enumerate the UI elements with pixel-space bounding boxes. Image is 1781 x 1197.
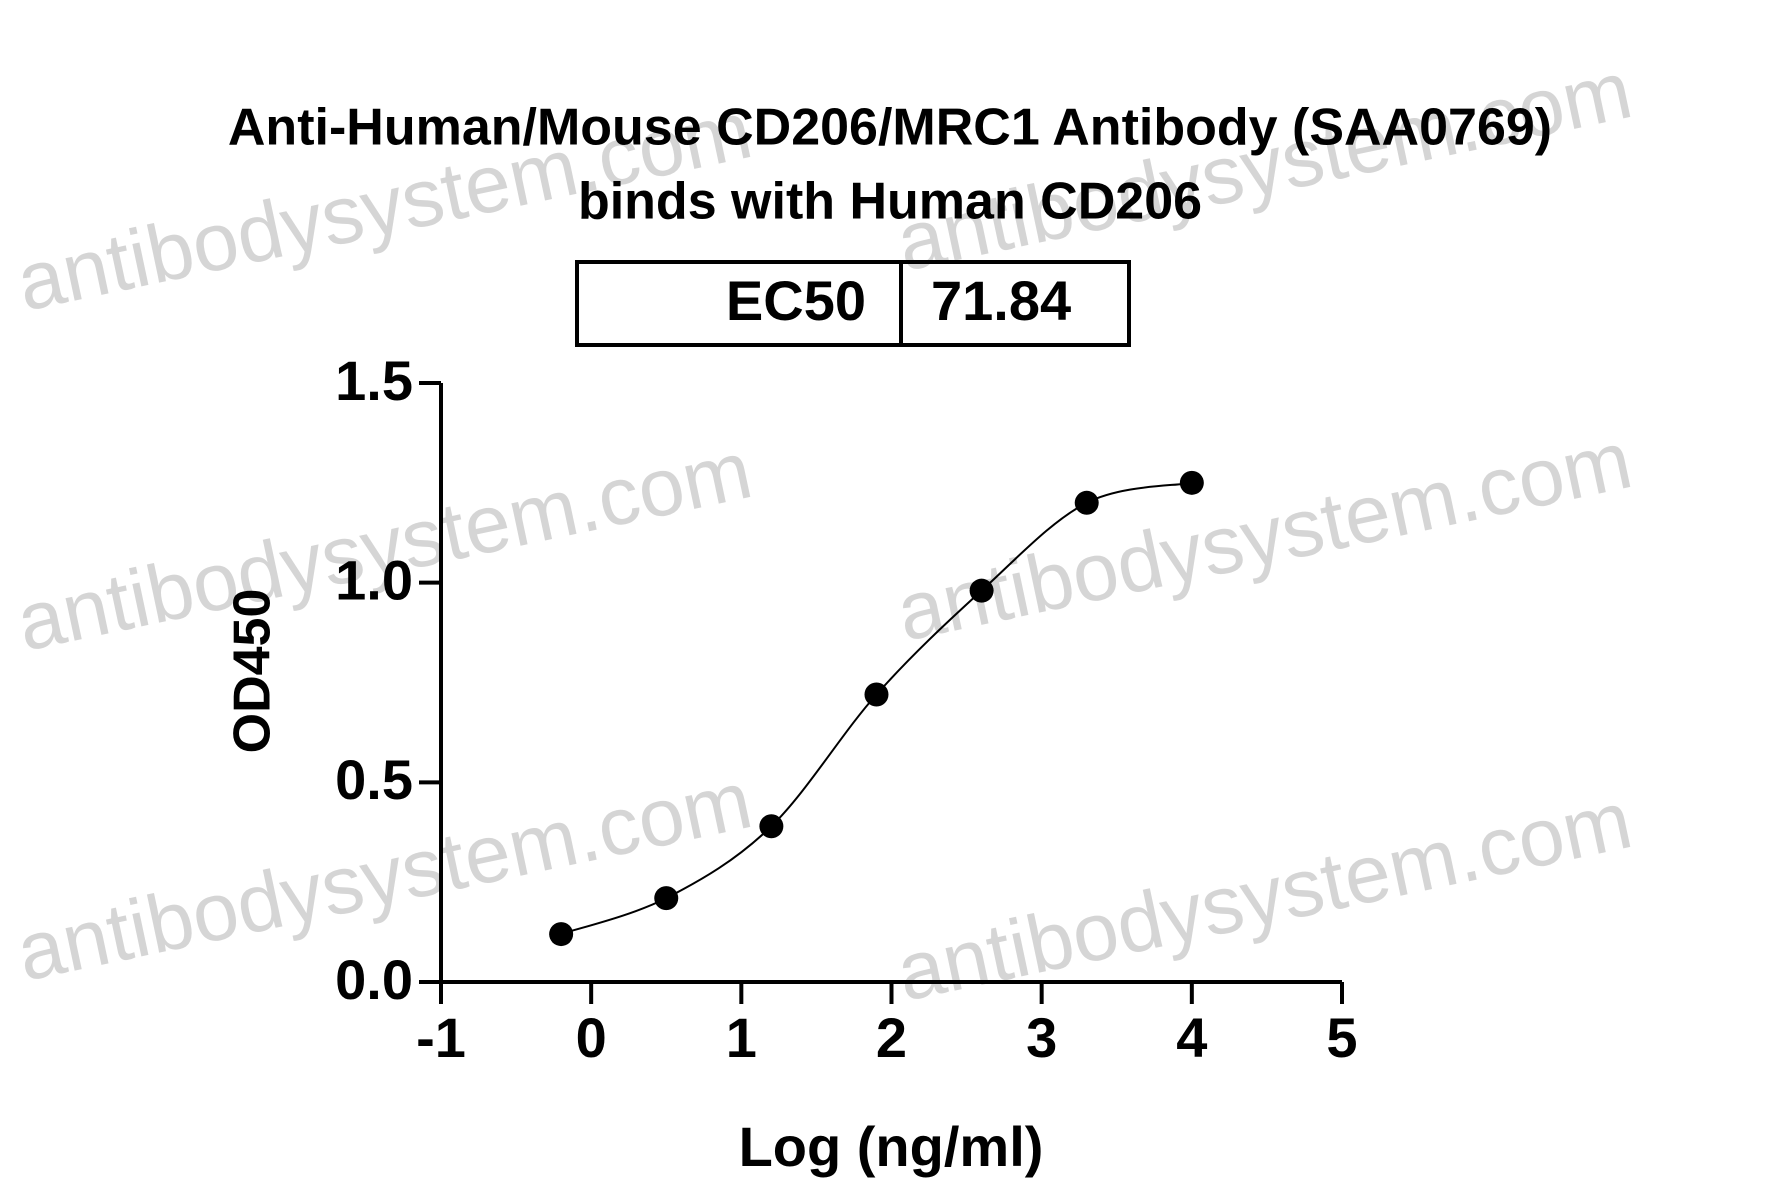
y-tick-label: 0.5 bbox=[335, 748, 413, 811]
watermark: antibodysystem.com bbox=[889, 44, 1639, 288]
x-tick-label: 3 bbox=[1026, 1006, 1057, 1069]
data-point bbox=[549, 922, 574, 947]
x-tick-label: -1 bbox=[416, 1006, 466, 1069]
data-point bbox=[969, 578, 994, 603]
x-tick-label: 5 bbox=[1326, 1006, 1357, 1069]
watermark: antibodysystem.com bbox=[889, 414, 1639, 658]
data-point bbox=[1074, 490, 1099, 515]
x-tick-label: 4 bbox=[1176, 1006, 1207, 1069]
data-point bbox=[1179, 470, 1204, 495]
data-point bbox=[864, 682, 889, 707]
ec50-value: 71.84 bbox=[931, 269, 1071, 332]
x-tick-label: 1 bbox=[726, 1006, 757, 1069]
y-tick-label: 1.0 bbox=[335, 548, 413, 611]
chart-title: Anti-Human/Mouse CD206/MRC1 Antibody (SA… bbox=[228, 99, 1552, 157]
x-tick-label: 0 bbox=[576, 1006, 607, 1069]
y-tick-label: 1.5 bbox=[335, 349, 413, 412]
x-axis-label: Log (ng/ml) bbox=[739, 1115, 1044, 1178]
watermark: antibodysystem.com bbox=[9, 424, 759, 668]
x-tick-label: 2 bbox=[876, 1006, 907, 1069]
data-point bbox=[759, 814, 784, 839]
ec50-label: EC50 bbox=[726, 269, 866, 332]
y-tick-label: 0.0 bbox=[335, 948, 413, 1011]
chart-subtitle: binds with Human CD206 bbox=[578, 173, 1202, 231]
ec50-table bbox=[575, 260, 1131, 347]
y-axis-label: OD450 bbox=[224, 589, 282, 754]
data-point bbox=[654, 886, 679, 911]
